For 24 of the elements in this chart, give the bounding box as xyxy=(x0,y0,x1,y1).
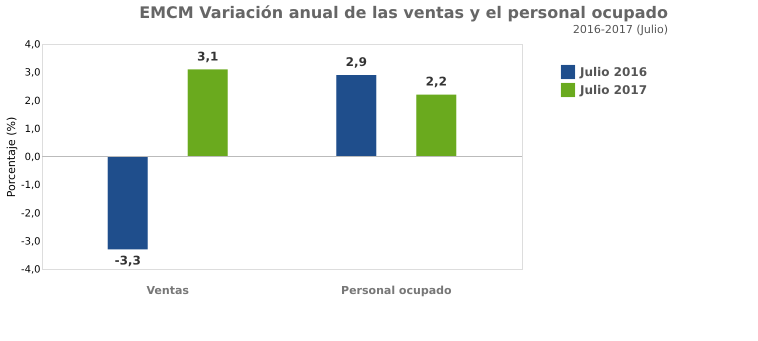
bar xyxy=(108,156,148,250)
data-label: 2,9 xyxy=(346,54,367,69)
x-tick-label: Ventas xyxy=(146,284,190,297)
legend-label: Julio 2016 xyxy=(579,65,648,79)
bar xyxy=(416,94,456,156)
y-tick-label: 3,0 xyxy=(24,68,40,79)
y-tick-label: 1,0 xyxy=(24,124,40,135)
text: EMCM Variación anual de las ventas y el personal ocupado xyxy=(139,3,668,22)
data-label: -3,3 xyxy=(114,253,141,268)
bar xyxy=(188,69,228,156)
y-tick-label: -2,0 xyxy=(20,208,40,220)
y-tick-label: 2,0 xyxy=(24,96,40,107)
data-label: 2,2 xyxy=(426,74,447,89)
x-tick-label: Personal ocupado xyxy=(341,284,452,297)
bar xyxy=(336,74,376,156)
y-tick-label: -4,0 xyxy=(20,264,40,276)
legend-label: Julio 2017 xyxy=(579,83,648,97)
y-tick-label: 0,0 xyxy=(24,152,40,163)
y-axis-title: Porcentaje (%) xyxy=(4,116,18,198)
y-tick-label: -1,0 xyxy=(20,180,40,192)
text: 2016-2017 (Julio) xyxy=(572,23,668,36)
y-tick-label: -3,0 xyxy=(20,236,40,248)
y-tick-label: 4,0 xyxy=(24,40,40,50)
data-label: 3,1 xyxy=(197,49,218,64)
